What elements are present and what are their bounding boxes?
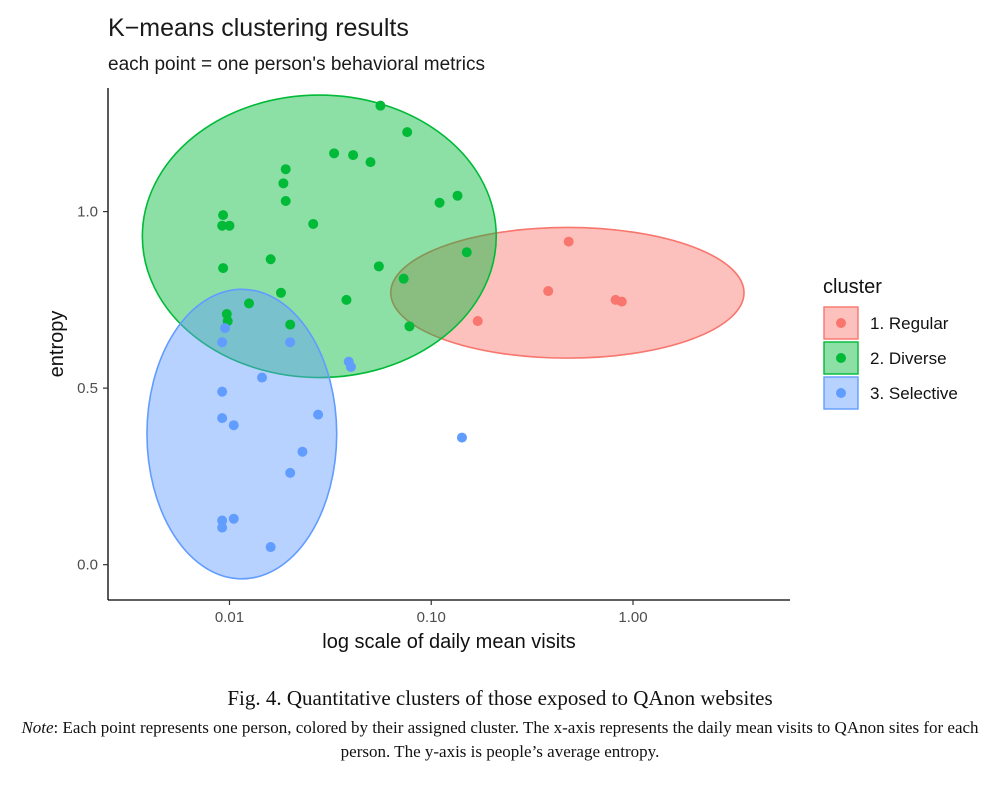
note-label: Note — [21, 718, 54, 737]
data-point-1-regular — [563, 236, 574, 247]
data-point-2-diverse — [217, 220, 228, 231]
data-point-2-diverse — [373, 261, 384, 272]
cluster-ellipse-2-diverse — [141, 94, 498, 379]
data-point-2-diverse — [308, 218, 319, 229]
data-point-2-diverse — [280, 164, 291, 175]
data-point-1-regular — [472, 316, 483, 327]
note-text: : Each point represents one person, colo… — [53, 718, 979, 761]
data-point-2-diverse — [434, 197, 445, 208]
data-point-1-regular — [616, 296, 627, 307]
legend-marker-3-selective — [836, 388, 846, 398]
figure-caption: Fig. 4. Quantitative clusters of those e… — [227, 686, 773, 710]
axes — [107, 88, 790, 601]
data-point-2-diverse — [348, 150, 359, 161]
cluster-ellipses — [141, 94, 745, 580]
data-point-2-diverse — [278, 178, 289, 189]
data-point-3-selective — [313, 409, 324, 420]
legend-label-2-diverse: 2. Diverse — [870, 349, 947, 368]
figure-note: Note: Each point represents one person, … — [0, 716, 1000, 764]
data-point-3-selective — [345, 361, 356, 372]
data-point-3-selective — [285, 467, 296, 478]
data-point-3-selective — [217, 337, 228, 348]
legend-item-3-selective: 3. Selective — [823, 376, 958, 410]
data-point-3-selective — [228, 420, 239, 431]
data-point-2-diverse — [275, 287, 286, 298]
y-tick-label: 1.0 — [77, 204, 98, 221]
data-point-2-diverse — [285, 319, 296, 330]
data-point-3-selective — [228, 513, 239, 524]
chart-subtitle: each point = one person's behavioral met… — [108, 54, 485, 75]
data-point-3-selective — [217, 413, 228, 424]
data-point-3-selective — [257, 372, 268, 383]
data-point-3-selective — [217, 515, 228, 526]
data-point-3-selective — [217, 386, 228, 397]
y-tick-label: 0.0 — [77, 557, 98, 574]
x-tick-label: 1.00 — [618, 609, 647, 626]
legend-key-1-regular — [823, 306, 859, 340]
data-point-2-diverse — [404, 321, 415, 332]
legend-title: cluster — [823, 276, 882, 298]
axis-ticks: 0.01 0.10 1.00 0.0 0.5 1.0 — [77, 204, 647, 626]
legend-marker-1-regular — [836, 318, 846, 328]
data-points — [217, 100, 627, 553]
legend-label-1-regular: 1. Regular — [870, 314, 949, 333]
data-point-3-selective — [297, 446, 308, 457]
data-point-2-diverse — [218, 210, 229, 221]
legend-marker-2-diverse — [836, 353, 846, 363]
legend-key-2-diverse — [823, 341, 859, 375]
data-point-2-diverse — [224, 220, 235, 231]
data-point-3-selective — [219, 323, 230, 334]
x-axis-label: log scale of daily mean visits — [322, 631, 575, 653]
data-point-3-selective — [285, 337, 296, 348]
data-point-2-diverse — [280, 195, 291, 206]
data-point-2-diverse — [265, 254, 276, 265]
kmeans-scatter-chart: K−means clustering results each point = … — [46, 14, 958, 653]
y-axis-label: entropy — [46, 311, 68, 378]
cluster-ellipse-3-selective — [146, 288, 338, 580]
legend-item-2-diverse: 2. Diverse — [823, 341, 947, 375]
data-point-3-selective — [217, 522, 228, 533]
data-point-2-diverse — [461, 247, 472, 258]
legend-item-1-regular: 1. Regular — [823, 306, 949, 340]
data-point-1-regular — [543, 286, 554, 297]
data-point-2-diverse — [341, 294, 352, 305]
data-point-3-selective — [456, 432, 467, 443]
x-tick-label: 0.01 — [215, 609, 244, 626]
data-point-2-diverse — [218, 263, 229, 274]
data-point-2-diverse — [402, 127, 413, 138]
data-point-2-diverse — [365, 157, 376, 168]
legend: cluster 1. Regular 2. Diverse 3. Selective — [823, 276, 958, 410]
data-point-2-diverse — [452, 190, 463, 201]
x-tick-label: 0.10 — [417, 609, 446, 626]
data-point-2-diverse — [329, 148, 340, 159]
data-point-2-diverse — [375, 100, 386, 111]
y-tick-label: 0.5 — [77, 380, 98, 397]
chart-title: K−means clustering results — [108, 14, 409, 42]
data-point-2-diverse — [244, 298, 255, 309]
legend-items: 1. Regular 2. Diverse 3. Selective — [823, 306, 958, 410]
data-point-2-diverse — [398, 273, 409, 284]
data-point-3-selective — [265, 542, 276, 553]
legend-label-3-selective: 3. Selective — [870, 384, 958, 403]
